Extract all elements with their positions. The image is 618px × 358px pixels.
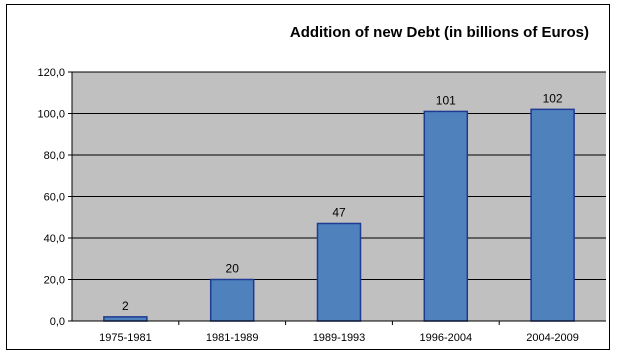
bars: [103, 108, 575, 325]
bar: [423, 110, 469, 322]
data-label: 47: [332, 205, 346, 219]
y-tick-label: 20,0: [44, 275, 65, 287]
y-tick-label: 0,0: [50, 316, 65, 328]
x-tick-label: 2004-2009: [526, 332, 579, 344]
y-tick-label: 60,0: [44, 192, 65, 204]
data-label: 20: [226, 262, 240, 276]
x-tick-label: 1975-1981: [99, 332, 152, 344]
x-tick-label: 1981-1989: [206, 332, 259, 344]
x-tick-label: 1989-1993: [313, 332, 366, 344]
x-tick-label: 1996-2004: [419, 332, 472, 344]
data-labels: 2 20 47 101 102: [122, 91, 563, 313]
bar: [316, 222, 362, 322]
y-tick-label: 100,0: [37, 109, 65, 121]
bar: [103, 316, 148, 322]
bar: [530, 108, 575, 322]
data-label: 2: [122, 299, 129, 313]
y-axis-tick-labels: 0,0 20,0 40,0 60,0 80,0 100,0 120,0: [37, 67, 65, 328]
data-label: 102: [543, 91, 563, 105]
y-tick-label: 40,0: [44, 233, 65, 245]
y-tick-label: 120,0: [37, 67, 65, 79]
chart-title: Addition of new Debt (in billions of Eur…: [289, 24, 589, 41]
y-tick-label: 80,0: [44, 150, 65, 162]
data-label: 101: [436, 93, 456, 107]
bar: [209, 278, 255, 322]
x-axis-tick-labels: 1975-1981 1981-1989 1989-1993 1996-2004 2004…: [99, 332, 579, 344]
